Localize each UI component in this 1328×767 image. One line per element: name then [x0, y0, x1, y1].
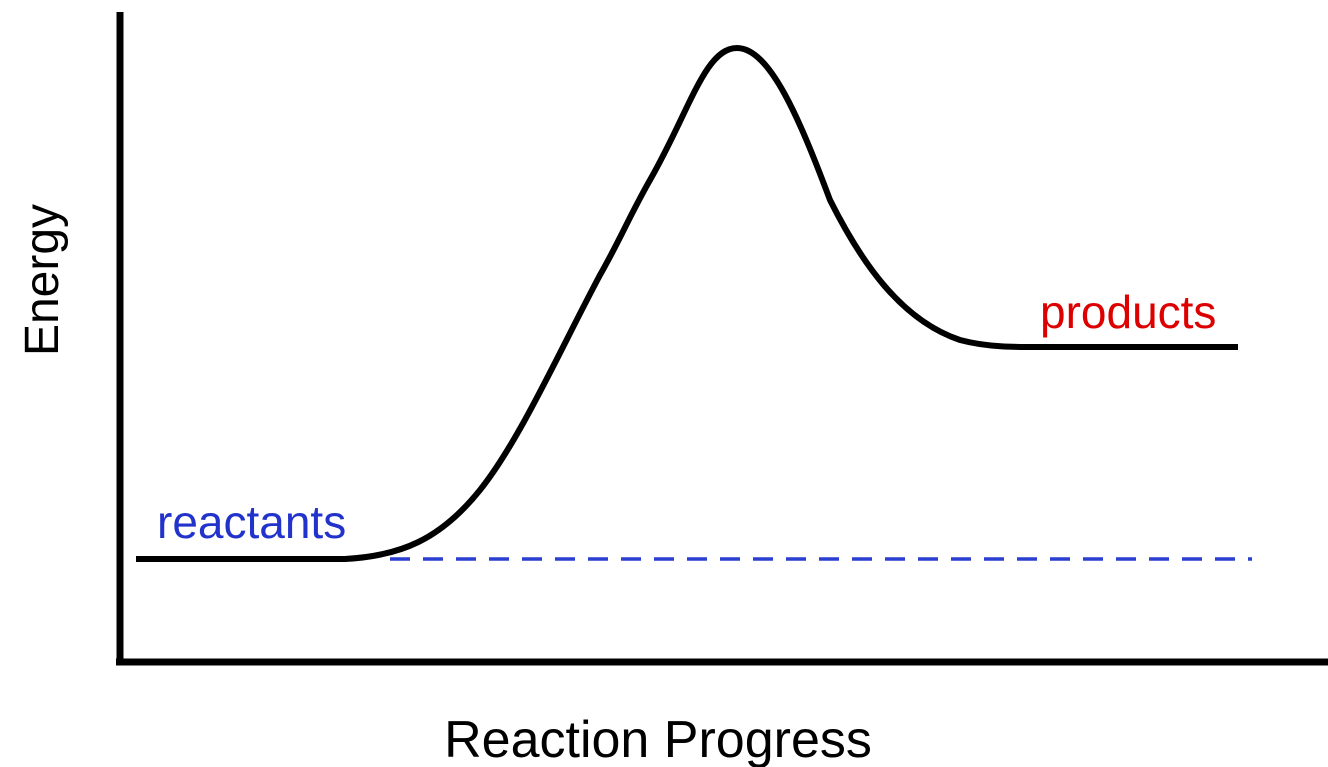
energy-curve	[136, 45, 1238, 562]
x-axis-label: Reaction Progress	[444, 711, 872, 767]
y-axis-label: Energy	[16, 204, 69, 356]
products-label: products	[1040, 286, 1216, 338]
reactants-label: reactants	[157, 496, 346, 548]
